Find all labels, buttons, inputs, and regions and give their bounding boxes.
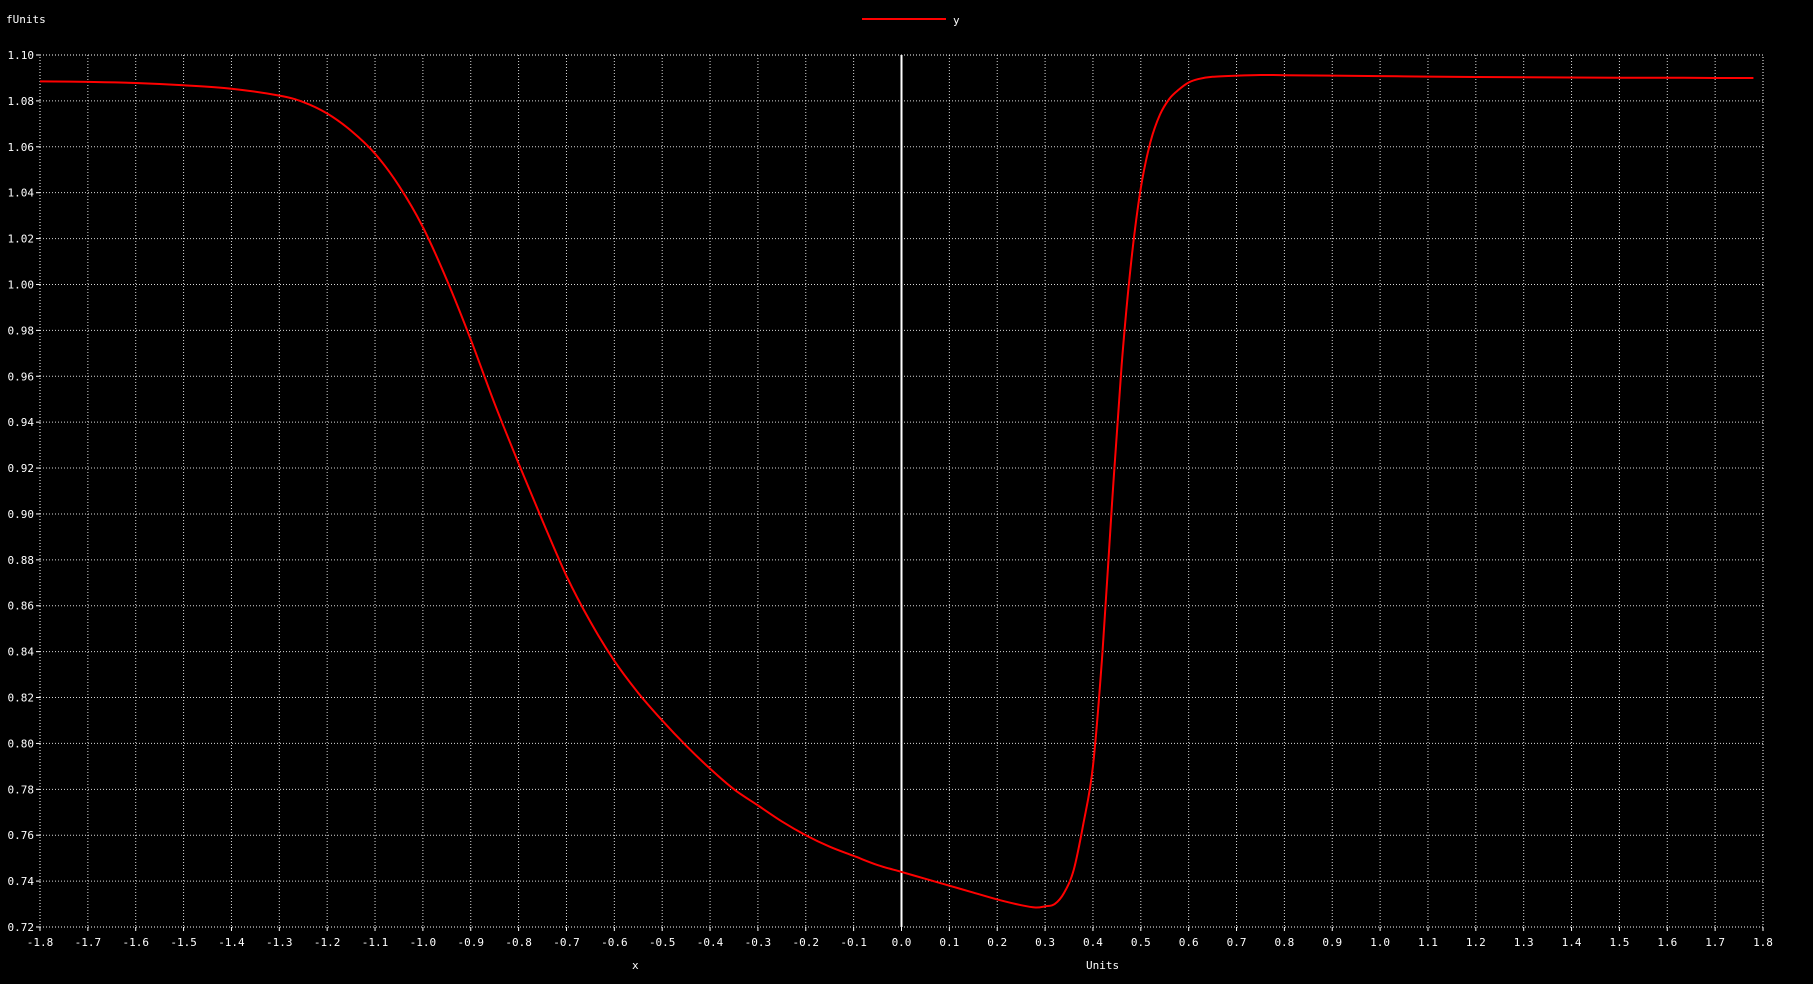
x-tick-label: 0.1 — [939, 936, 959, 949]
y-tick-label: 1.00 — [8, 278, 35, 291]
x-tick-label: 1.8 — [1753, 936, 1773, 949]
x-axis-variable-label: x — [632, 959, 639, 972]
y-tick-label: 0.78 — [8, 783, 35, 796]
x-tick-label: 1.5 — [1609, 936, 1629, 949]
x-tick-label: -1.3 — [266, 936, 293, 949]
legend-label-y: y — [953, 14, 960, 27]
x-tick-label: -0.3 — [745, 936, 772, 949]
y-tick-label: 0.76 — [8, 829, 35, 842]
y-tick-label: 0.72 — [8, 921, 35, 934]
x-tick-label: 0.0 — [892, 936, 912, 949]
y-tick-label: 1.08 — [8, 95, 35, 108]
x-tick-label: -0.5 — [649, 936, 676, 949]
y-tick-label: 0.86 — [8, 600, 35, 613]
axes: -1.8 -1.7 -1.6 -1.5 -1.4 -1.3 -1.2 -1.1 -1.0 -0.9… — [8, 49, 1773, 949]
y-tick-label: 1.02 — [8, 233, 35, 246]
x-tick-label: 1.6 — [1657, 936, 1677, 949]
x-tick-label: -1.0 — [410, 936, 437, 949]
y-tick-label: 1.06 — [8, 141, 35, 154]
x-tick-label: 0.8 — [1274, 936, 1294, 949]
x-tick-label: 0.7 — [1227, 936, 1247, 949]
x-tick-label: -1.1 — [362, 936, 389, 949]
x-tick-label: -0.9 — [458, 936, 485, 949]
y-tick-label: 0.98 — [8, 324, 35, 337]
x-tick-label: 1.4 — [1562, 936, 1582, 949]
x-tick-label: -0.8 — [505, 936, 532, 949]
x-tick-label: 1.1 — [1418, 936, 1438, 949]
x-tick-label: 0.4 — [1083, 936, 1103, 949]
y-axis-label: fUnits — [6, 13, 46, 26]
x-tick-label: 0.2 — [987, 936, 1007, 949]
x-tick-label: -1.8 — [27, 936, 54, 949]
y-tick-label: 0.96 — [8, 370, 35, 383]
legend: y — [862, 14, 960, 27]
x-tick-label: -0.2 — [793, 936, 820, 949]
x-tick-label: 1.7 — [1705, 936, 1725, 949]
y-tick-label: 0.92 — [8, 462, 35, 475]
y-tick-label: 0.74 — [8, 875, 35, 888]
x-tick-label: -0.4 — [697, 936, 724, 949]
y-tick-label: 0.90 — [8, 508, 35, 521]
x-tick-label: -1.6 — [122, 936, 149, 949]
y-tick-label: 0.82 — [8, 692, 35, 705]
x-tick-label: -1.7 — [75, 936, 102, 949]
x-tick-label: -0.6 — [601, 936, 628, 949]
y-tick-label: 0.84 — [8, 646, 35, 659]
y-tick-label: 0.88 — [8, 554, 35, 567]
x-tick-label: 1.3 — [1514, 936, 1534, 949]
series-layer — [39, 73, 1754, 909]
x-tick-label: -1.2 — [314, 936, 341, 949]
x-tick-label: 0.5 — [1131, 936, 1151, 949]
x-tick-label: -0.1 — [840, 936, 867, 949]
y-tick-label: 1.04 — [8, 187, 35, 200]
x-tick-label: -0.7 — [553, 936, 580, 949]
labels: fUnits x Units — [6, 13, 1119, 972]
series-line-y — [39, 73, 1754, 909]
x-tick-label: 1.2 — [1466, 936, 1486, 949]
x-tick-label: -1.5 — [170, 936, 197, 949]
y-tick-label: 0.80 — [8, 737, 35, 750]
y-tick-label: 0.94 — [8, 416, 35, 429]
x-tick-label: -1.4 — [218, 936, 245, 949]
x-tick-label: 1.0 — [1370, 936, 1390, 949]
y-tick-label: 1.10 — [8, 49, 35, 62]
x-tick-label: 0.6 — [1179, 936, 1199, 949]
x-tick-label: 0.3 — [1035, 936, 1055, 949]
x-axis-label: Units — [1086, 959, 1119, 972]
x-tick-label: 0.9 — [1322, 936, 1342, 949]
